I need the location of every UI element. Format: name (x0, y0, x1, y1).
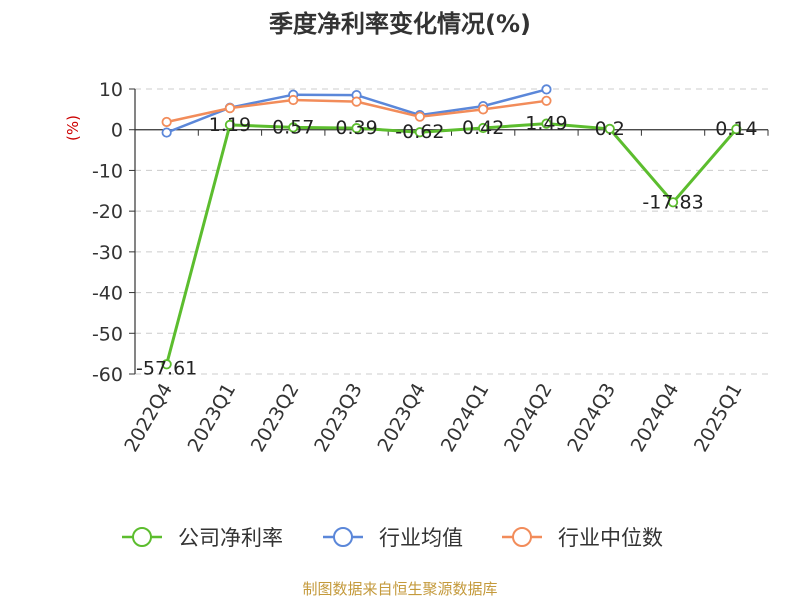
legend-label: 公司净利率 (178, 526, 283, 550)
legend-label: 行业均值 (379, 526, 463, 550)
data-label: 1.49 (525, 113, 567, 135)
series-line (165, 122, 738, 365)
y-tick-label: -60 (92, 364, 123, 386)
x-tick-label: 2024Q1 (437, 380, 494, 456)
data-point (667, 197, 679, 208)
data-label: 0.2 (595, 118, 625, 140)
data-labels: -57.61 1.19 0.57 0.39 -0.62 0.42 1.49 0.2 -17.83… (136, 113, 757, 380)
data-point (541, 84, 552, 95)
legend-item-1: 行业均值 (323, 526, 463, 550)
data-point (288, 122, 299, 133)
data-point (351, 96, 362, 107)
x-tick-label: 2024Q4 (627, 380, 684, 456)
data-point (161, 116, 172, 128)
x-tick-label: 2023Q3 (310, 380, 367, 456)
series-layer (161, 84, 742, 370)
data-point (414, 111, 425, 122)
data-point (604, 123, 615, 134)
y-axis-unit: (%) (64, 115, 82, 141)
data-label: 0.14 (715, 118, 757, 140)
y-tick-label: -10 (92, 160, 123, 182)
x-tick-label: 2024Q3 (563, 380, 620, 456)
data-label: -0.62 (395, 121, 444, 143)
chart-title: 季度净利率变化情况(%) (269, 10, 531, 38)
series-2 (161, 94, 552, 128)
data-point (478, 122, 489, 134)
series-0 (161, 118, 742, 370)
legend-item-2: 行业中位数 (502, 526, 663, 550)
legend-swatch-marker (132, 527, 152, 547)
x-tick-label: 2022Q4 (120, 380, 177, 456)
data-point (224, 103, 236, 114)
data-label: 0.57 (272, 116, 314, 138)
data-point (414, 127, 425, 138)
data-label: 1.19 (209, 114, 251, 136)
legend-item-0: 公司净利率 (122, 526, 283, 550)
data-label: 0.42 (462, 117, 504, 139)
x-tick-labels: 2022Q4 2023Q1 2023Q2 2023Q3 2023Q4 2024Q1 2024… (120, 380, 746, 456)
legend-swatch-marker (512, 527, 532, 547)
x-tick-label: 2024Q2 (500, 380, 557, 456)
y-tick-label: 0 (111, 120, 123, 142)
data-point (161, 359, 172, 370)
y-tick-labels: 10 0 -10 -20 -30 -40 -50 -60 (92, 79, 123, 386)
data-point (224, 119, 236, 130)
y-tick-label: -30 (92, 242, 123, 264)
data-point (288, 94, 299, 106)
x-tick-label: 2025Q1 (690, 380, 747, 456)
data-point (478, 104, 489, 115)
x-tick-label: 2023Q1 (184, 380, 241, 456)
data-point (161, 127, 172, 138)
data-point (541, 118, 552, 129)
data-point (541, 95, 552, 106)
data-label: -17.83 (642, 191, 703, 213)
legend-label: 行业中位数 (558, 526, 663, 550)
x-tick-label: 2023Q4 (373, 380, 430, 456)
data-point (731, 124, 742, 135)
y-tick-label: -50 (92, 323, 123, 345)
source-note: 制图数据来自恒生聚源数据库 (302, 580, 497, 598)
legend: 公司净利率 行业均值 行业中位数 (122, 526, 663, 550)
data-point (351, 123, 362, 134)
y-tick-label: -40 (92, 283, 123, 305)
legend-swatch-marker (333, 527, 353, 547)
data-label: 0.39 (335, 117, 377, 139)
x-tick-label: 2023Q2 (247, 380, 304, 456)
y-tick-label: -20 (92, 201, 123, 223)
y-tick-label: 10 (99, 79, 123, 101)
data-label: -57.61 (136, 357, 197, 379)
